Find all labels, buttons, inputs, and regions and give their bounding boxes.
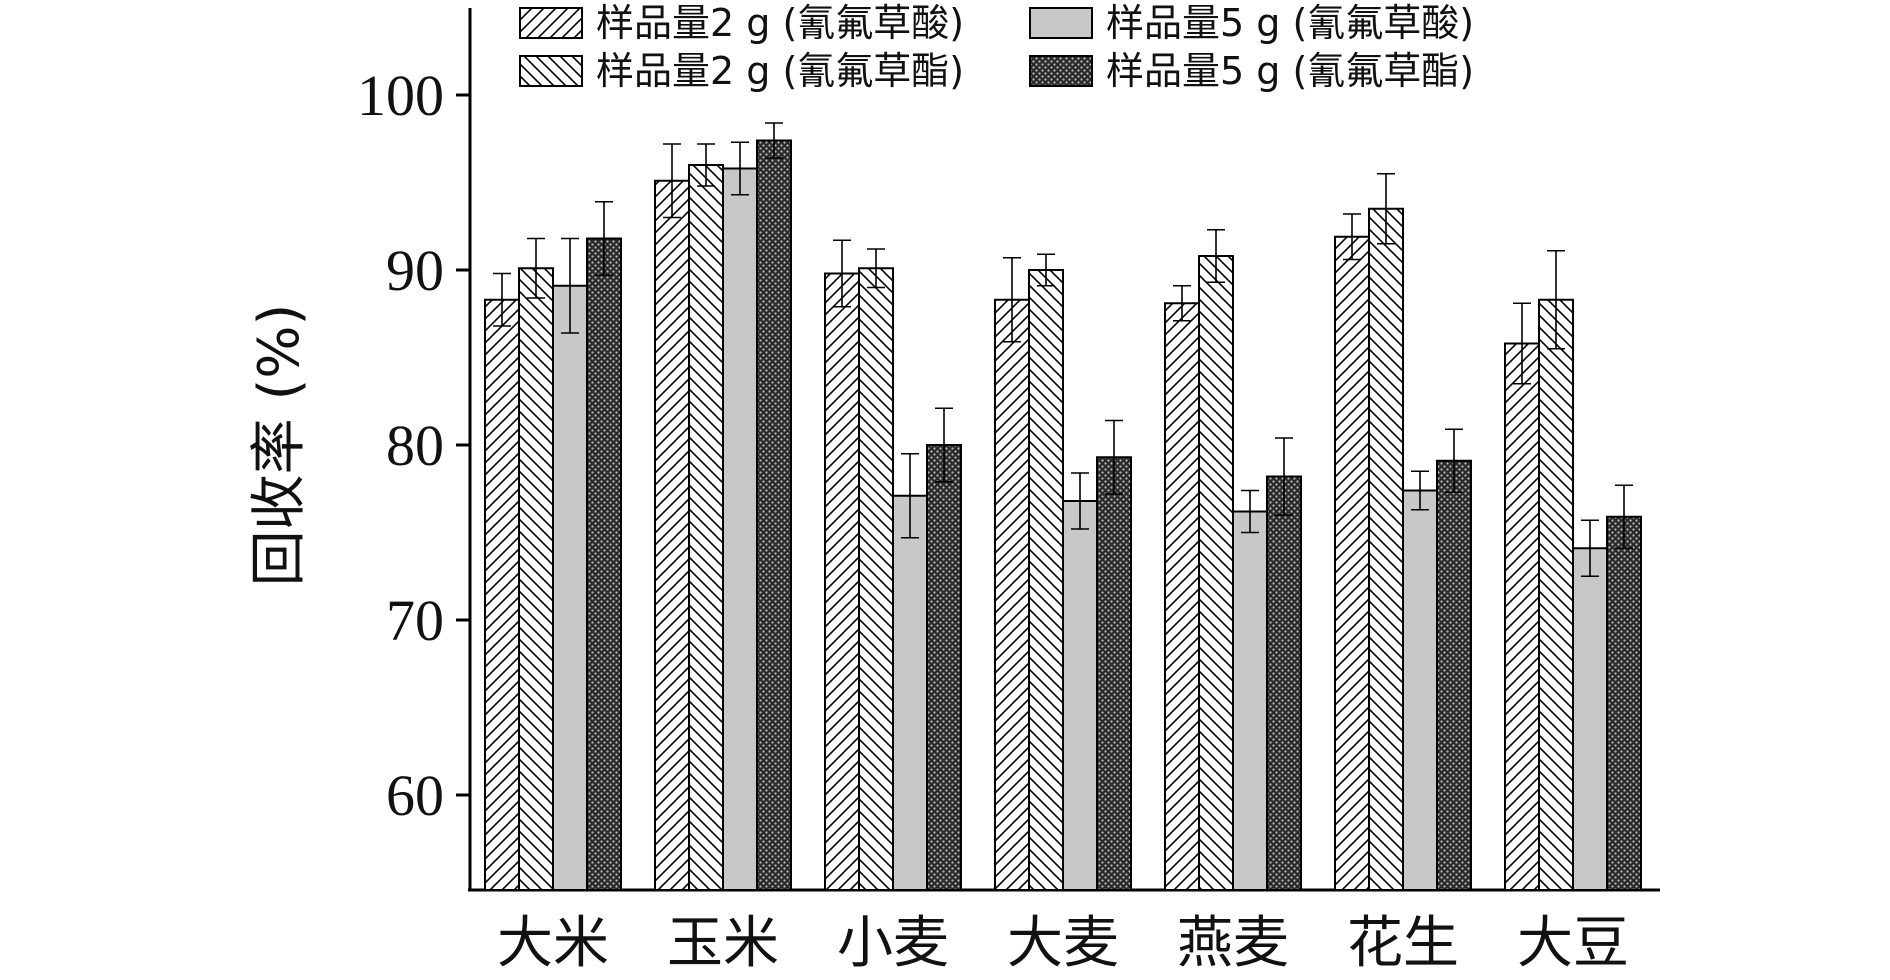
error-bars [493, 122, 1633, 578]
bar [1164, 302, 1200, 891]
bar [722, 167, 758, 891]
y-axis-label: 回收率 (%) [247, 304, 312, 587]
x-tick-label: 燕麦 [1177, 911, 1289, 976]
bar [892, 494, 928, 891]
bar [484, 298, 520, 891]
bar [756, 139, 792, 891]
bar [994, 298, 1030, 891]
bar [858, 267, 894, 891]
legend-swatch [519, 55, 583, 87]
bar [586, 237, 622, 891]
bar [1436, 459, 1472, 891]
bar [1572, 547, 1608, 891]
x-tick-label: 大麦 [1007, 911, 1119, 976]
bar [654, 179, 690, 891]
x-tick-label: 小麦 [837, 911, 949, 976]
legend-label: 样品量5 g (氰氟草酯) [1106, 49, 1474, 93]
y-tick-label: 80 [386, 413, 444, 478]
x-ticks: 大米 玉米 小麦 大麦 燕麦 花生 大豆 [497, 911, 1629, 976]
bar [926, 444, 962, 891]
bar [1062, 500, 1098, 891]
legend-swatch [519, 7, 583, 39]
bar [688, 164, 724, 891]
bar [1096, 456, 1132, 891]
bars [484, 139, 1642, 891]
x-tick-label: 大豆 [1517, 911, 1629, 976]
bar [552, 284, 588, 891]
bar [1198, 255, 1234, 891]
legend-swatch [1029, 7, 1093, 39]
y-tick-label: 100 [357, 63, 444, 128]
bar [1606, 515, 1642, 891]
x-tick-label: 大米 [497, 911, 609, 976]
legend-label: 样品量5 g (氰氟草酸) [1106, 1, 1474, 45]
x-tick-label: 玉米 [667, 911, 779, 976]
bar [1504, 342, 1540, 891]
legend-label: 样品量2 g (氰氟草酯) [596, 49, 964, 93]
legend: 样品量2 g (氰氟草酸)样品量2 g (氰氟草酯) 样品量5 g (氰氟草酸)样… [519, 1, 1474, 93]
legend-swatch [1029, 55, 1093, 87]
y-ticks: 60 70 80 90 100 [357, 63, 470, 828]
y-tick-label: 90 [386, 238, 444, 303]
y-tick-label: 70 [386, 588, 444, 653]
legend-label: 样品量2 g (氰氟草酸) [596, 1, 964, 45]
bar [1402, 489, 1438, 891]
y-tick-label: 60 [386, 763, 444, 828]
bar [824, 272, 860, 891]
x-tick-label: 花生 [1347, 911, 1459, 976]
bar [1232, 510, 1268, 891]
bar [1028, 269, 1064, 891]
bar [1368, 207, 1404, 891]
bar [1538, 298, 1574, 891]
bar [1334, 235, 1370, 891]
bar [1266, 475, 1302, 891]
bar [518, 267, 554, 891]
